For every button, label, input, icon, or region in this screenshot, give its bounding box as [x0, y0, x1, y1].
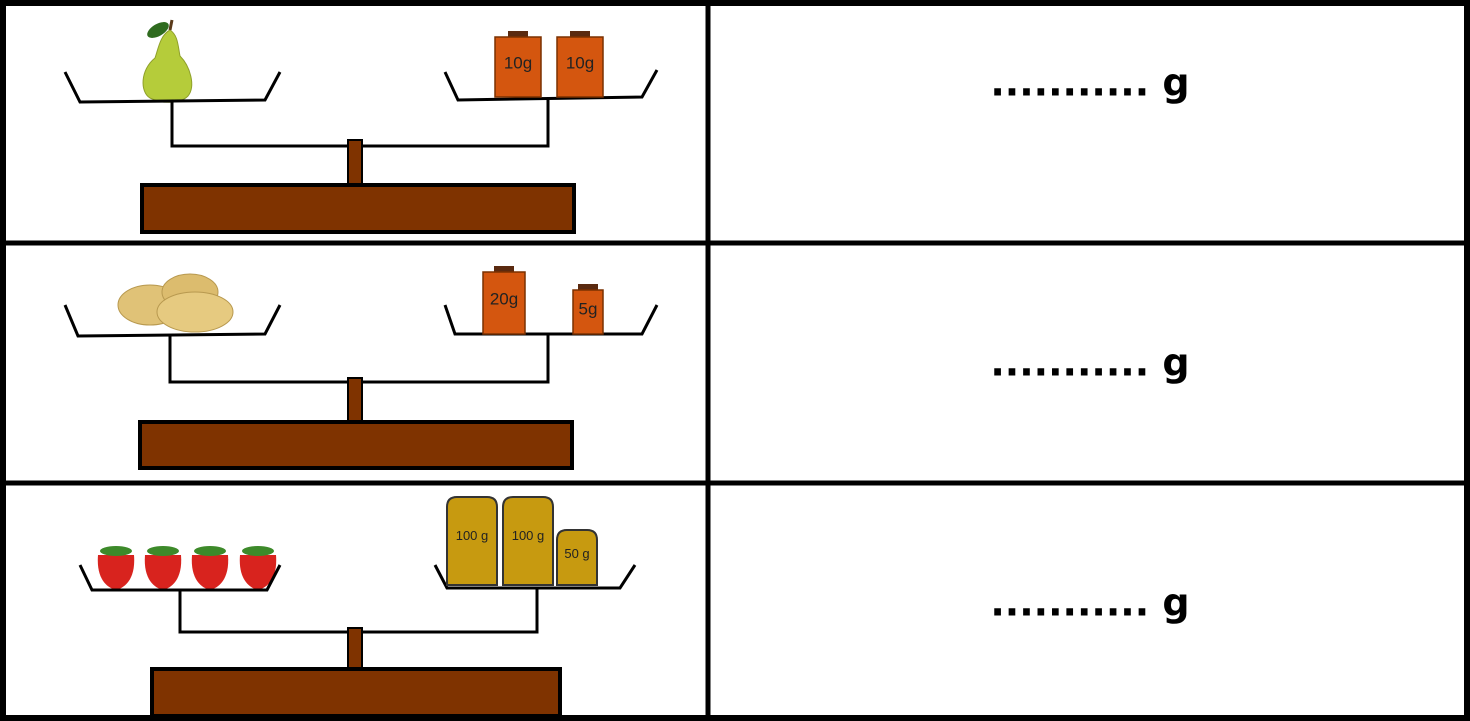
weight-handle	[494, 266, 514, 273]
weight	[494, 36, 542, 98]
right-pan	[443, 69, 659, 102]
weight-label: 10g	[504, 53, 532, 72]
pear	[142, 19, 193, 103]
scale-base	[140, 183, 576, 234]
scale-base	[138, 420, 574, 470]
answer-blank: ........... g	[990, 341, 1189, 385]
weight	[502, 496, 554, 586]
scale-base	[150, 667, 562, 718]
weight-handle	[508, 31, 528, 38]
weight	[572, 289, 604, 335]
strawberries	[97, 546, 277, 590]
weight-label: 20g	[490, 289, 518, 308]
pillar	[347, 139, 363, 186]
left-pan	[63, 304, 282, 338]
weight-handle	[570, 31, 590, 38]
weight	[446, 496, 498, 586]
weight	[482, 271, 526, 335]
potatoes	[117, 273, 234, 333]
right-pan	[443, 304, 659, 336]
pillar	[347, 627, 363, 670]
weight-label: 5g	[579, 299, 598, 318]
weight-label: 100 g	[456, 528, 489, 543]
weight-label: 100 g	[512, 528, 545, 543]
right-pan	[433, 564, 637, 590]
weight	[556, 529, 598, 586]
weight-label: 50 g	[564, 546, 589, 561]
beam	[178, 588, 539, 634]
answer-blank: ........... g	[990, 61, 1189, 105]
weight-handle	[578, 284, 598, 291]
pillar	[347, 377, 363, 423]
weight	[556, 36, 604, 98]
answer-blank: ........... g	[990, 581, 1189, 625]
beam	[168, 334, 550, 384]
weight-label: 10g	[566, 53, 594, 72]
